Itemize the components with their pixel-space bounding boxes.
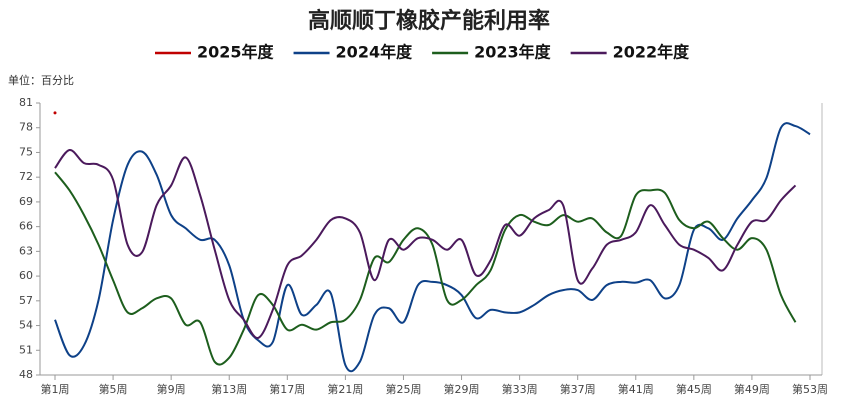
y-tick-label: 54 bbox=[19, 319, 33, 332]
x-tick-label: 第49周 bbox=[734, 382, 770, 396]
x-tick-label: 第5周 bbox=[99, 382, 128, 396]
y-tick-label: 81 bbox=[19, 96, 33, 109]
y-tick-label: 75 bbox=[19, 145, 33, 158]
y-tick-label: 63 bbox=[19, 244, 33, 257]
x-tick-label: 第29周 bbox=[444, 382, 480, 396]
y-tick-label: 66 bbox=[19, 220, 33, 233]
y-tick-label: 57 bbox=[19, 294, 33, 307]
legend-label: 2023年度 bbox=[474, 43, 552, 62]
x-tick-label: 第33周 bbox=[502, 382, 538, 396]
x-tick-label: 第17周 bbox=[269, 382, 305, 396]
y-tick-label: 51 bbox=[19, 343, 33, 356]
legend-label: 2025年度 bbox=[197, 43, 275, 62]
series-line bbox=[54, 171, 797, 366]
legend: 2025年度 2024年度 2023年度 2022年度 bbox=[155, 43, 690, 62]
y-tick-label: 78 bbox=[19, 121, 33, 134]
x-tick-label: 第21周 bbox=[327, 382, 363, 396]
y-tick-label: 72 bbox=[19, 170, 33, 183]
x-tick-label: 第13周 bbox=[211, 382, 247, 396]
series-line bbox=[54, 148, 797, 339]
y-tick-label: 69 bbox=[19, 195, 33, 208]
unit-label: 单位：百分比 bbox=[8, 73, 74, 87]
chart-title: 高顺顺丁橡胶产能利用率 bbox=[308, 8, 550, 34]
x-tick-label: 第25周 bbox=[385, 382, 421, 396]
data-point bbox=[53, 111, 57, 115]
x-tick-label: 第45周 bbox=[676, 382, 712, 396]
x-tick-label: 第37周 bbox=[560, 382, 596, 396]
y-tick-label: 48 bbox=[19, 368, 33, 381]
x-tick-label: 第53周 bbox=[792, 382, 828, 396]
x-tick-label: 第1周 bbox=[41, 382, 70, 396]
legend-label: 2022年度 bbox=[613, 43, 691, 62]
x-tick-label: 第41周 bbox=[618, 382, 654, 396]
series-line bbox=[54, 122, 811, 373]
x-tick-label: 第9周 bbox=[157, 382, 186, 396]
legend-label: 2024年度 bbox=[336, 43, 414, 62]
y-tick-label: 60 bbox=[19, 269, 33, 282]
